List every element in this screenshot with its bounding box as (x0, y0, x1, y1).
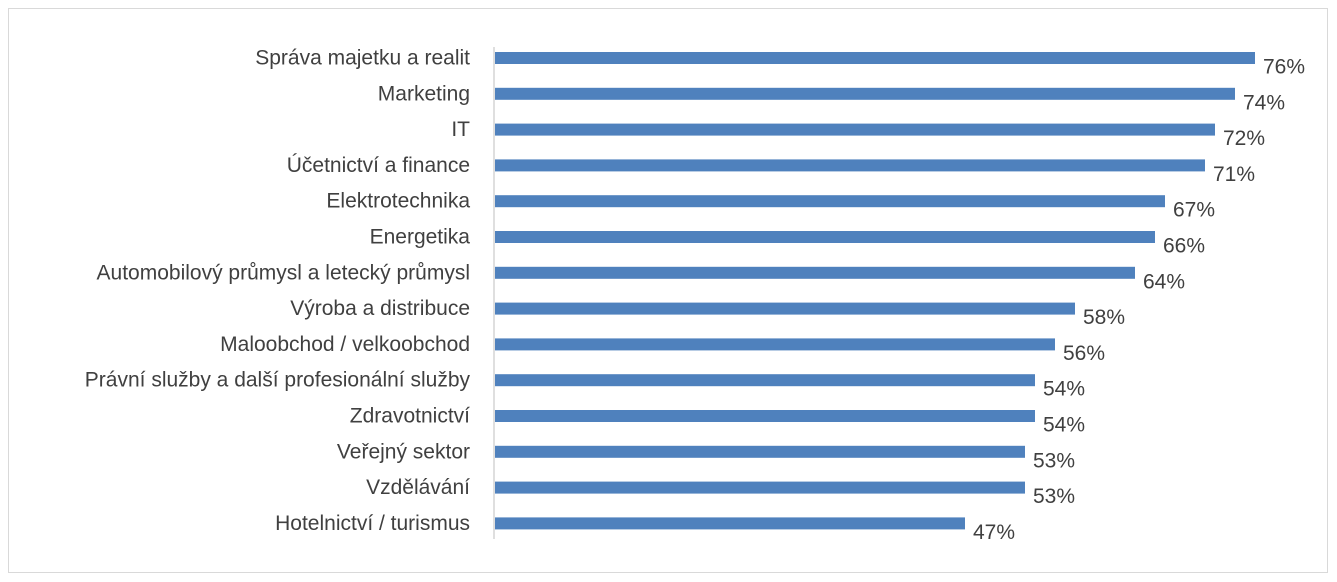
category-label: Účetnictví a finance (287, 154, 470, 177)
value-label: 54% (1043, 378, 1085, 401)
category-label: Hotelnictví / turismus (275, 512, 470, 535)
bar (495, 517, 965, 530)
value-label: 66% (1163, 235, 1205, 258)
bar (495, 52, 1255, 64)
bar (495, 87, 1235, 100)
value-label: 71% (1213, 163, 1255, 186)
value-label: 74% (1243, 91, 1285, 114)
value-label: 53% (1033, 449, 1075, 472)
bar (495, 302, 1075, 315)
category-label: Vzdělávání (366, 476, 470, 499)
bars-group (495, 52, 1255, 530)
value-label: 67% (1173, 199, 1215, 222)
category-label: Marketing (378, 82, 470, 105)
bar (495, 231, 1155, 243)
bar (495, 159, 1205, 172)
value-label: 53% (1033, 485, 1075, 508)
value-label: 64% (1143, 270, 1185, 293)
category-label: Výroba a distribuce (290, 297, 470, 320)
category-label: Správa majetku a realit (255, 47, 470, 70)
bar (495, 374, 1035, 387)
category-labels: Správa majetku a realit Marketing IT Účetni… (85, 47, 471, 535)
chart-frame: Správa majetku a realit Marketing IT Účetni… (8, 8, 1328, 573)
category-label: Veřejný sektor (337, 440, 470, 463)
category-label: Maloobchod / velkoobchod (220, 333, 470, 356)
value-label: 72% (1223, 127, 1265, 150)
value-label: 56% (1063, 342, 1105, 365)
bar (495, 481, 1025, 494)
bar (495, 338, 1055, 351)
value-labels: 76% 74% 72% 71% 67% 66% 64% 58% 56% 54% 54% 53% 53% 4… (973, 56, 1305, 544)
category-label: Elektrotechnika (326, 190, 470, 213)
value-label: 47% (973, 521, 1015, 544)
value-label: 58% (1083, 306, 1125, 329)
bar (495, 266, 1135, 279)
bar (495, 123, 1215, 136)
category-label: Zdravotnictví (350, 405, 470, 428)
category-label: Právní služby a další profesionální služ… (85, 369, 471, 392)
value-label: 76% (1263, 56, 1305, 79)
bar (495, 445, 1025, 458)
value-label: 54% (1043, 414, 1085, 437)
category-label: Energetika (370, 226, 471, 249)
bar (495, 195, 1165, 208)
category-label: Automobilový průmysl a letecký průmysl (97, 261, 470, 284)
bar (495, 410, 1035, 422)
bar-chart: Správa majetku a realit Marketing IT Účetni… (85, 47, 1305, 544)
category-label: IT (451, 118, 470, 141)
